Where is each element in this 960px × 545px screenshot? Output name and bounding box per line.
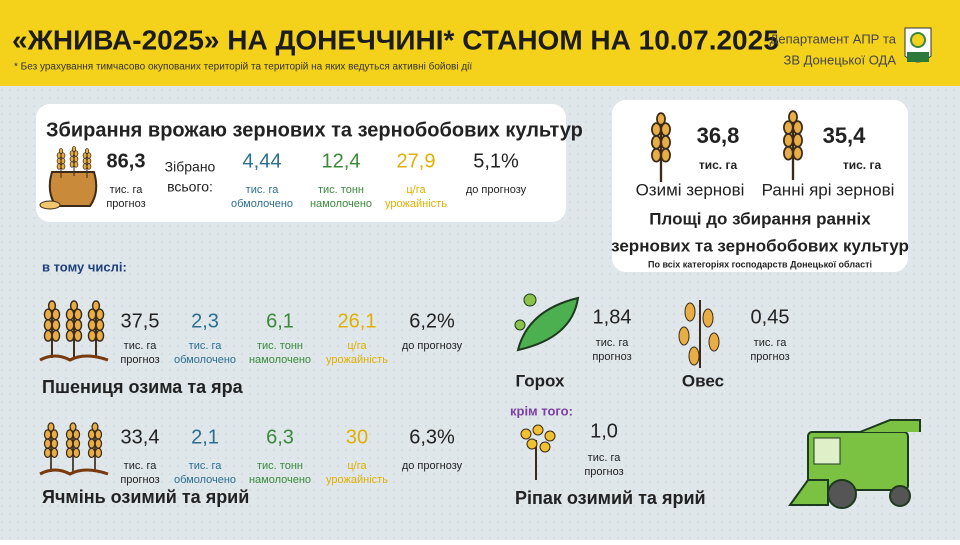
wheat-icon xyxy=(39,300,109,362)
unit-label: тис. га xyxy=(189,340,223,352)
minor-crop-name: Овес xyxy=(682,371,724,390)
unit-label: намолочено xyxy=(249,354,311,366)
crop-metric-value: 37,5 xyxy=(121,310,160,332)
header-title: «ЖНИВА-2025» НА ДОНЕЧЧИНІ* СТАНОМ НА 10.… xyxy=(12,24,779,55)
peas-icon xyxy=(514,293,580,352)
unit-label: тис. га xyxy=(124,340,158,352)
unit-label: обмолочено xyxy=(174,474,236,486)
unit-label: прогноз xyxy=(106,198,145,210)
summary-title: Збирання врожаю зернових та зернобобових… xyxy=(46,119,583,141)
crop-metric-value: 33,4 xyxy=(121,426,160,448)
rapeseed-value: 1,0 xyxy=(590,420,618,442)
areas-note: По всіх категоріях господарств Донецької… xyxy=(648,259,872,269)
unit-label: до прогнозу xyxy=(402,460,463,472)
header-band xyxy=(0,0,960,86)
collected-label: Зібрано xyxy=(165,159,216,175)
crop-name: Ячмінь озимий та ярий xyxy=(42,487,249,507)
unit-label: тис. га xyxy=(588,452,622,464)
unit-label: тис. га xyxy=(754,337,788,349)
unit-label: прогноз xyxy=(592,351,631,363)
besides-label: крім того: xyxy=(510,403,573,418)
unit-label: тис. га xyxy=(246,184,280,196)
crop-metric-value: 30 xyxy=(346,426,368,448)
crop-metric-value: 6,1 xyxy=(266,310,294,332)
areas-caption: зернових та зернобобових культур xyxy=(611,236,909,255)
areas-caption: Площі до збирання ранніх xyxy=(649,209,871,228)
unit-label: намолочено xyxy=(310,198,372,210)
minor-crop-name: Горох xyxy=(516,371,566,390)
metric-value: 12,4 xyxy=(322,150,361,172)
area-value: 36,8 xyxy=(697,123,740,148)
area-name: Озимі зернові xyxy=(636,180,745,199)
unit-label: прогноз xyxy=(750,351,789,363)
areas-box xyxy=(612,100,908,272)
unit-label: тис. га xyxy=(596,337,630,349)
unit-label: тис. га xyxy=(189,460,223,472)
unit-label: тис. тонн xyxy=(257,460,303,472)
footnote: * Без урахування тимчасово окупованих те… xyxy=(14,61,472,73)
unit-label: прогноз xyxy=(584,466,623,478)
organization: ЗВ Донецької ОДА xyxy=(783,52,896,67)
area-name: Ранні ярі зернові xyxy=(762,180,895,199)
unit-label: обмолочено xyxy=(231,198,293,210)
unit-label: ц/га xyxy=(406,184,426,196)
unit-label: до прогнозу xyxy=(402,340,463,352)
crop-metric-value: 6,2% xyxy=(409,310,455,332)
rapeseed-name: Ріпак озимий та ярий xyxy=(515,488,706,508)
unit-label: урожайність xyxy=(326,354,388,366)
crop-metric-value: 26,1 xyxy=(338,310,377,332)
minor-crop-value: 0,45 xyxy=(751,306,790,328)
summary-box xyxy=(36,104,566,222)
collected-label: всього: xyxy=(167,179,213,195)
rapeseed-icon xyxy=(520,424,556,480)
unit-label: ц/га xyxy=(347,460,367,472)
crop-metric-value: 6,3 xyxy=(266,426,294,448)
unit-label: намолочено xyxy=(249,474,311,486)
metric-value: 5,1% xyxy=(473,150,519,172)
unit-label: обмолочено xyxy=(174,354,236,366)
forecast-value: 86,3 xyxy=(107,150,146,172)
metric-value: 27,9 xyxy=(397,150,436,172)
organization: Департамент АПР та xyxy=(770,31,897,46)
unit-label: прогноз xyxy=(120,474,159,486)
crop-metric-value: 6,3% xyxy=(409,426,455,448)
area-unit: тис. га xyxy=(699,158,738,172)
crop-metric-value: 2,3 xyxy=(191,310,219,332)
unit-label: прогноз xyxy=(120,354,159,366)
unit-label: урожайність xyxy=(385,198,447,210)
unit-label: тис. тонн xyxy=(257,340,303,352)
oats-icon xyxy=(678,300,720,368)
unit-label: тис. га xyxy=(110,184,144,196)
area-unit: тис. га xyxy=(843,158,882,172)
emblem xyxy=(904,27,932,63)
unit-label: ц/га xyxy=(347,340,367,352)
crop-name: Пшениця озима та яра xyxy=(42,377,244,397)
including-label: в тому числі: xyxy=(42,259,127,274)
unit-label: тис. тонн xyxy=(318,184,364,196)
minor-crop-value: 1,84 xyxy=(593,306,632,328)
unit-label: до прогнозу xyxy=(466,184,527,196)
crop-metric-value: 2,1 xyxy=(191,426,219,448)
combine-icon xyxy=(788,419,921,509)
area-value: 35,4 xyxy=(823,123,867,148)
sack-icon xyxy=(39,146,98,210)
metric-value: 4,44 xyxy=(243,150,282,172)
unit-label: тис. га xyxy=(124,460,158,472)
unit-label: урожайність xyxy=(326,474,388,486)
barley-icon xyxy=(39,422,109,476)
